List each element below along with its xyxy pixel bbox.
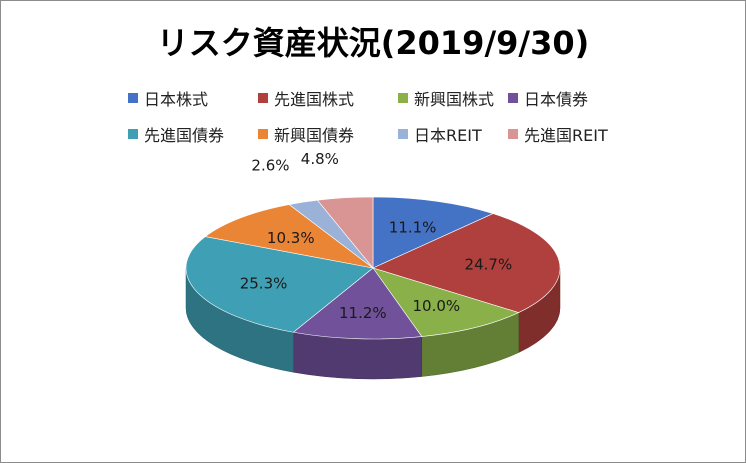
pie-slice: [372, 213, 561, 313]
legend-swatch: [508, 93, 518, 103]
legend-item: 日本REIT: [398, 122, 482, 146]
slice-data-label: 24.7%: [465, 256, 513, 274]
legend-item: 日本債券: [508, 86, 588, 110]
slice-data-label: 25.3%: [240, 275, 288, 293]
slice-data-label: 4.8%: [301, 150, 339, 168]
legend-item: 先進国株式: [258, 86, 354, 110]
legend-swatch: [258, 93, 268, 103]
slice-data-label: 11.1%: [389, 219, 437, 237]
legend-item: 新興国債券: [258, 122, 354, 146]
legend-swatch: [398, 93, 408, 103]
pie-slice: [372, 267, 520, 337]
legend-label: 日本債券: [524, 90, 589, 109]
legend-label: 先進国債券: [144, 126, 225, 145]
legend-swatch: [128, 129, 138, 139]
legend-label: 日本株式: [144, 90, 209, 109]
legend-item: 先進国REIT: [508, 122, 608, 146]
slice-data-label: 10.0%: [413, 297, 461, 315]
pie-slice-side: [293, 331, 423, 380]
pie-slice: [372, 196, 494, 269]
legend-swatch: [258, 129, 268, 139]
slice-data-label: 2.6%: [251, 157, 289, 175]
legend-label: 先進国REIT: [524, 126, 608, 145]
legend-item: 先進国債券: [128, 122, 224, 146]
pie-slice: [204, 204, 374, 269]
legend-swatch: [128, 93, 138, 103]
pie-slice: [185, 236, 374, 333]
legend-label: 先進国株式: [274, 90, 355, 109]
legend-swatch: [508, 129, 518, 139]
pie-slice: [292, 267, 423, 340]
legend-item: 新興国株式: [398, 86, 494, 110]
chart-title: リスク資産状況(2019/9/30): [156, 24, 590, 62]
slice-data-label: 10.3%: [267, 229, 315, 247]
pie-slice: [316, 196, 374, 269]
legend-item: 日本株式: [128, 86, 208, 110]
legend-swatch: [398, 129, 408, 139]
legend-label: 新興国債券: [274, 126, 355, 145]
legend-label: 日本REIT: [414, 126, 482, 145]
slice-data-label: 11.2%: [339, 304, 387, 322]
legend-label: 新興国株式: [414, 90, 495, 109]
